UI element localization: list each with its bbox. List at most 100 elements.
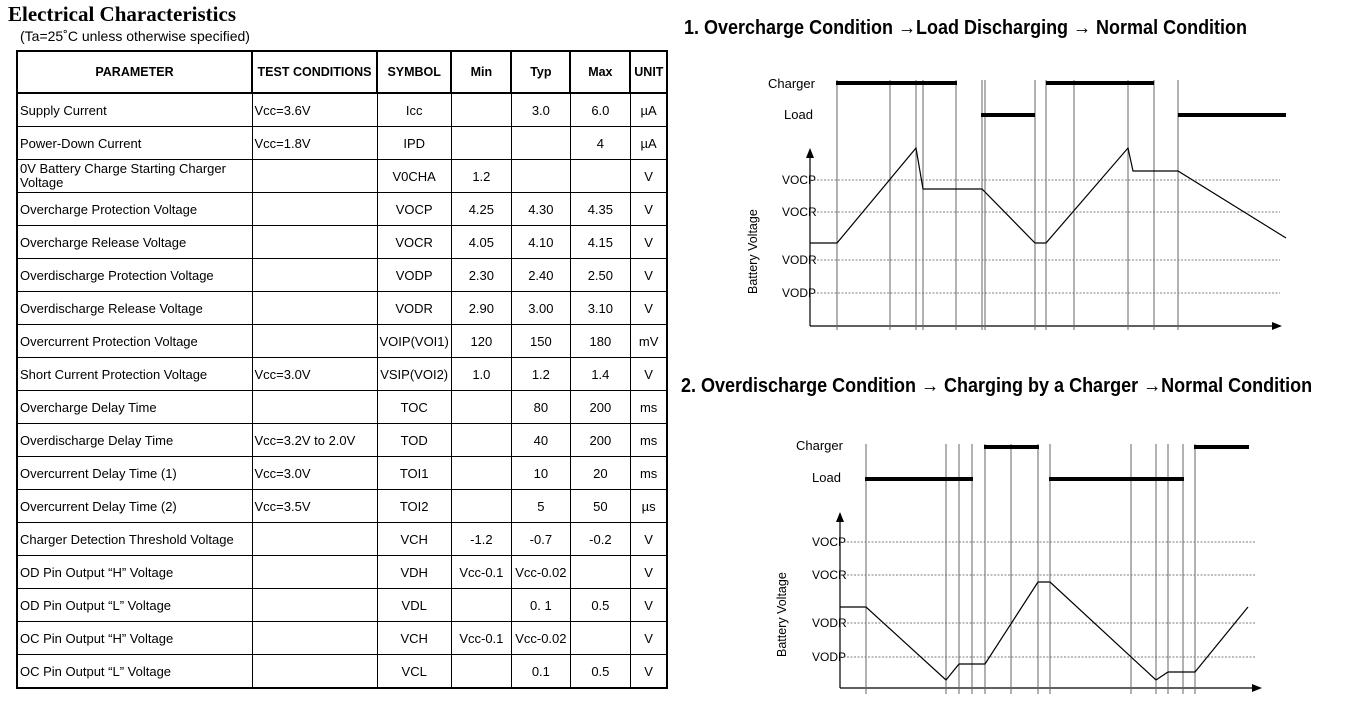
cell-parameter: Power-Down Current <box>16 126 253 160</box>
yaxis-label: Battery Voltage <box>746 209 760 294</box>
cell-test-conditions <box>251 258 378 292</box>
yaxis-label: Battery Voltage <box>775 572 789 657</box>
cell-symbol: IPD <box>376 126 452 160</box>
page-subtitle: (Ta=25˚C unless otherwise specified) <box>20 28 250 44</box>
cell-min: Vcc-0.1 <box>450 555 512 589</box>
cell-parameter: Overcharge Release Voltage <box>16 225 253 259</box>
cell-parameter: OC Pin Output “H” Voltage <box>16 621 253 655</box>
cell-parameter: Overdischarge Release Voltage <box>16 291 253 325</box>
cell-unit: V <box>629 522 668 556</box>
cell-symbol: TOI1 <box>376 456 452 490</box>
cell-unit: V <box>629 159 668 193</box>
cell-min: Vcc-0.1 <box>450 621 512 655</box>
cell-test-conditions <box>251 324 378 358</box>
cell-test-conditions <box>251 621 378 655</box>
cell-min: 2.30 <box>450 258 512 292</box>
table-row: OC Pin Output “L” Voltage VCL 0.1 0.5 V <box>16 654 668 689</box>
load-label: Load <box>812 470 841 485</box>
cell-max: 2.50 <box>569 258 631 292</box>
table-row: 0V Battery Charge Starting Charger Volta… <box>16 159 668 193</box>
cell-unit: ms <box>629 456 668 490</box>
cell-test-conditions <box>251 159 378 193</box>
cell-unit: µA <box>629 126 668 160</box>
cell-test-conditions: Vcc=3.2V to 2.0V <box>251 423 378 457</box>
cell-unit: ms <box>629 423 668 457</box>
cell-symbol: V0CHA <box>376 159 452 193</box>
cell-max: 0.5 <box>569 654 631 689</box>
cell-unit: µA <box>629 92 668 127</box>
cell-symbol: TOC <box>376 390 452 424</box>
cell-max: 4 <box>569 126 631 160</box>
cell-parameter: Supply Current <box>16 92 253 127</box>
cell-max: 1.4 <box>569 357 631 391</box>
diagram1-heading: 1. Overcharge Condition →Load Dischargin… <box>684 17 1248 39</box>
header-max: Max <box>569 50 632 94</box>
table-row: Overcharge Release Voltage VOCR 4.05 4.10 4.… <box>16 225 668 259</box>
cell-min <box>450 423 512 457</box>
table-header-row: PARAMETER TEST CONDITIONS SYMBOL Min Typ… <box>16 50 669 94</box>
cell-parameter: OC Pin Output “L” Voltage <box>16 654 253 689</box>
cell-typ: 0.1 <box>510 654 571 689</box>
page-title: Electrical Characteristics <box>8 2 236 26</box>
cell-typ: 150 <box>510 324 571 358</box>
cell-symbol: TOD <box>376 423 452 457</box>
load-label: Load <box>784 107 813 122</box>
cell-min: 2.90 <box>450 291 512 325</box>
cell-max: 180 <box>569 324 631 358</box>
battery-voltage-trace <box>840 581 1249 681</box>
cell-unit: V <box>629 588 668 622</box>
x-axis-arrow <box>1252 684 1262 692</box>
level-label-vodp: VODP <box>812 650 846 664</box>
cell-test-conditions <box>251 390 378 424</box>
x-axis-arrow <box>1272 322 1282 330</box>
cell-typ: 4.10 <box>510 225 571 259</box>
cell-min <box>450 588 512 622</box>
cell-parameter: Overcurrent Protection Voltage <box>16 324 253 358</box>
cell-min: 1.2 <box>450 159 512 193</box>
cell-test-conditions: Vcc=1.8V <box>251 126 378 160</box>
cell-min: 120 <box>450 324 512 358</box>
cell-typ: 10 <box>510 456 571 490</box>
cell-unit: ms <box>629 390 668 424</box>
cell-max: 200 <box>569 390 631 424</box>
cell-max: 3.10 <box>569 291 631 325</box>
cell-unit: µs <box>629 489 668 523</box>
cell-max <box>569 555 631 589</box>
cell-unit: V <box>629 555 668 589</box>
cell-min <box>450 390 512 424</box>
cell-min: -1.2 <box>450 522 512 556</box>
header-unit: UNIT <box>629 50 669 94</box>
cell-min <box>450 456 512 490</box>
cell-symbol: VODP <box>376 258 452 292</box>
cell-symbol: VSIP(VOI2) <box>376 357 452 391</box>
cell-min <box>450 126 512 160</box>
cell-min: 1.0 <box>450 357 512 391</box>
cell-parameter: OD Pin Output “L” Voltage <box>16 588 253 622</box>
cell-test-conditions <box>251 555 378 589</box>
cell-symbol: Icc <box>376 92 452 127</box>
cell-unit: V <box>629 291 668 325</box>
cell-test-conditions: Vcc=3.6V <box>251 92 378 127</box>
cell-symbol: VDL <box>376 588 452 622</box>
cell-parameter: Overdischarge Protection Voltage <box>16 258 253 292</box>
level-label-vodp: VODP <box>782 286 816 300</box>
table-row: OC Pin Output “H” Voltage VCH Vcc-0.1 Vcc-0… <box>16 621 668 655</box>
cell-max: 50 <box>569 489 631 523</box>
cell-max: 0.5 <box>569 588 631 622</box>
table-row: Overdischarge Release Voltage VODR 2.90 3.0… <box>16 291 668 325</box>
cell-symbol: VCH <box>376 621 452 655</box>
cell-parameter: Overcurrent Delay Time (2) <box>16 489 253 523</box>
cell-test-conditions <box>251 291 378 325</box>
cell-symbol: TOI2 <box>376 489 452 523</box>
cell-min: 4.05 <box>450 225 512 259</box>
cell-unit: V <box>629 258 668 292</box>
cell-parameter: 0V Battery Charge Starting Charger Volta… <box>16 159 253 193</box>
header-parameter: PARAMETER <box>16 50 253 94</box>
cell-max <box>569 159 631 193</box>
cell-typ: 3.00 <box>510 291 571 325</box>
cell-test-conditions: Vcc=3.5V <box>251 489 378 523</box>
cell-unit: V <box>629 654 668 689</box>
header-typ: Typ <box>510 50 572 94</box>
table-row: Overdischarge Delay Time Vcc=3.2V to 2.0V… <box>16 423 668 457</box>
cell-parameter: Overdischarge Delay Time <box>16 423 253 457</box>
